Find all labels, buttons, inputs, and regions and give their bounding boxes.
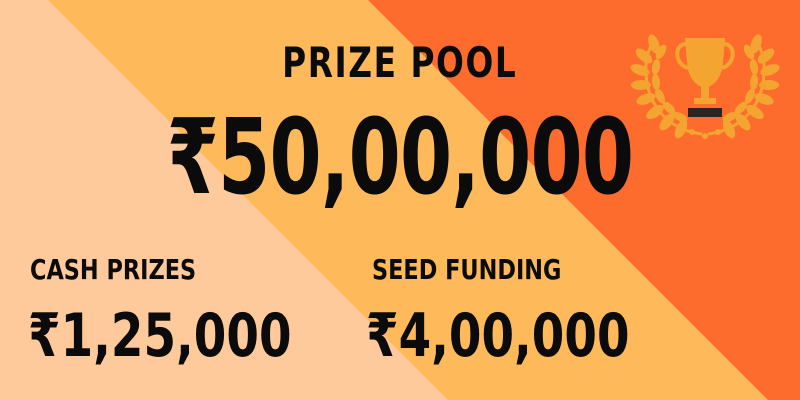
prize-pool-amount: ₹50,00,000 [166, 96, 634, 218]
bg-orange-band [368, 0, 800, 400]
seed-funding-label: SEED FUNDING [372, 253, 562, 286]
seed-funding-amount: ₹4,00,000 [366, 301, 630, 371]
prize-pool-title: PRIZE POOL [282, 38, 518, 87]
trophy-laurel-icon [630, 34, 780, 139]
cash-prizes-amount: ₹1,25,000 [28, 301, 292, 371]
cash-prizes-label: CASH PRIZES [30, 253, 197, 286]
